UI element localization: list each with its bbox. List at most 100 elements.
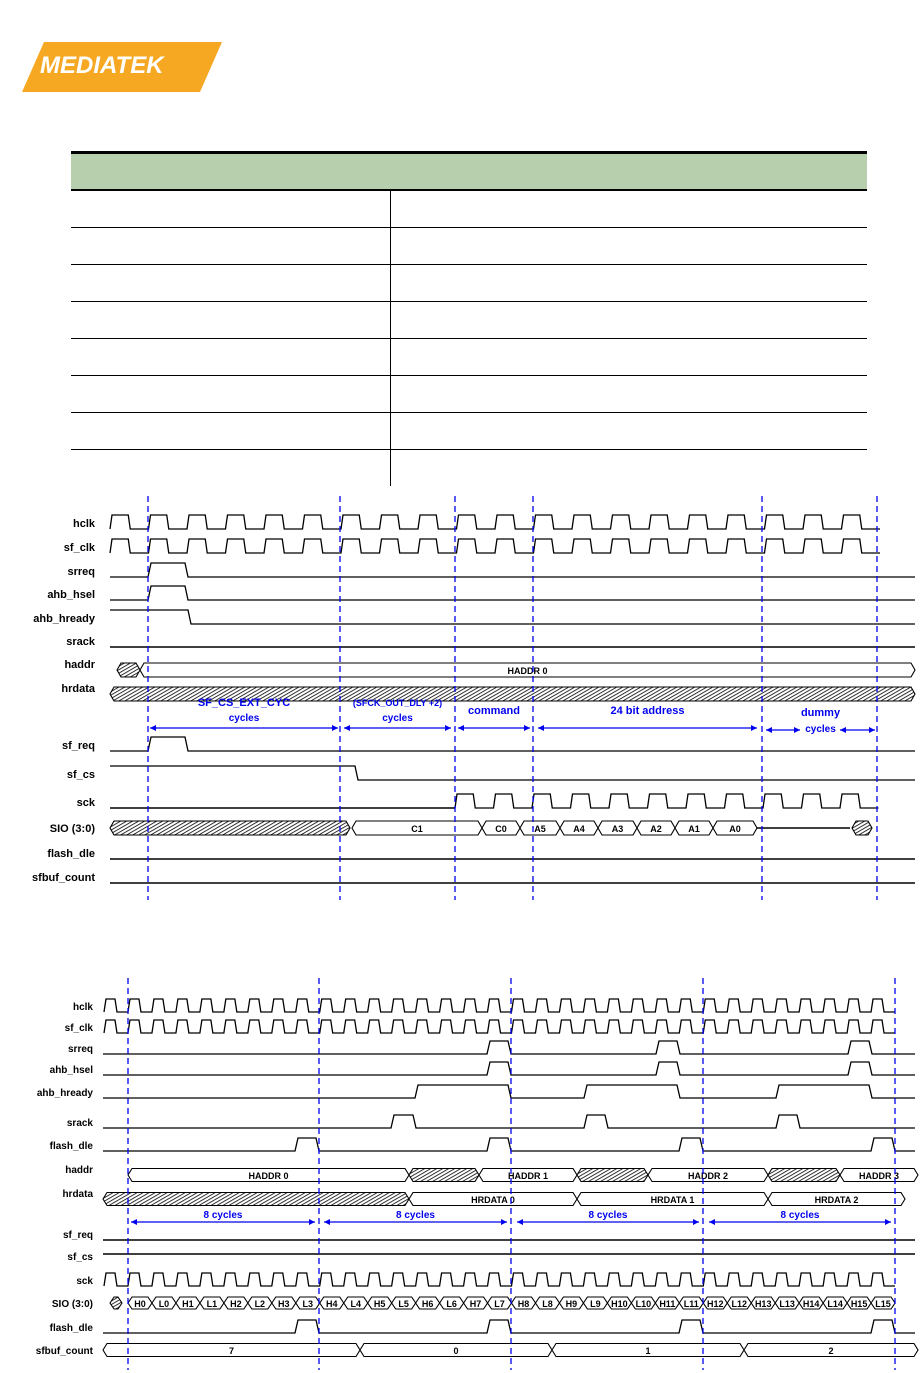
table-cell — [390, 190, 867, 228]
bus-value: HRDATA 2 — [815, 1195, 859, 1205]
sio-hatch — [851, 820, 873, 836]
arrow-head — [885, 1219, 891, 1225]
table-cell — [390, 338, 867, 376]
annotation-label: SF_CS_EXT_CYC — [198, 697, 290, 709]
arrow-head — [693, 1219, 699, 1225]
bus-value: H5 — [374, 1299, 386, 1309]
signal-name: srack — [66, 636, 96, 648]
signal-name: srack — [67, 1118, 94, 1129]
bus-value: 7 — [229, 1346, 234, 1356]
cycles-label: 8 cycles — [204, 1210, 243, 1221]
bus-value: HADDR 2 — [688, 1171, 728, 1181]
table-cell — [390, 301, 867, 339]
signal-name: sfbuf_count — [32, 872, 95, 884]
table-cell — [71, 264, 391, 302]
bus-value: L10 — [636, 1299, 652, 1309]
bus-value: 0 — [453, 1346, 458, 1356]
arrow-head — [538, 725, 544, 731]
table-cell — [71, 338, 391, 376]
signal-name: hrdata — [61, 683, 96, 695]
arrow-head — [309, 1219, 315, 1225]
bus-value: C0 — [495, 824, 507, 834]
table-header — [71, 151, 867, 191]
bus-value: L14 — [827, 1299, 843, 1309]
haddr-bus — [839, 1167, 919, 1183]
hrdata-hatch — [102, 1191, 410, 1207]
signal-name: flash_dle — [50, 1141, 94, 1152]
table-cell — [71, 412, 391, 450]
bus-value: H7 — [470, 1299, 482, 1309]
hclk-wave — [103, 998, 896, 1013]
bus-value: H12 — [707, 1299, 724, 1309]
table-row — [71, 412, 867, 450]
bus-value: H6 — [422, 1299, 434, 1309]
flash-dle-wave — [103, 1137, 915, 1152]
arrow-head — [324, 1219, 330, 1225]
bus-value: HRDATA 1 — [651, 1195, 695, 1205]
annotation-label: cycles — [229, 713, 260, 724]
arrow-head — [709, 1219, 715, 1225]
table-cell — [390, 375, 867, 413]
hclk-wave — [109, 514, 880, 530]
logo-text: MEDIATEK — [40, 52, 164, 79]
hrdata-bus — [767, 1191, 906, 1207]
arrow-head — [840, 727, 846, 733]
signal-name: SIO (3:0) — [50, 823, 96, 835]
bus-value: H4 — [326, 1299, 338, 1309]
arrow-head — [766, 727, 772, 733]
signal-name: flash_dle — [50, 1323, 94, 1334]
signal-name: haddr — [65, 1165, 93, 1176]
signal-name: ahb_hready — [37, 1088, 94, 1099]
arrow-head — [794, 727, 800, 733]
bus-value: H10 — [611, 1299, 628, 1309]
srack-wave — [103, 1114, 915, 1129]
bus-value: L12 — [731, 1299, 747, 1309]
haddr-hatch — [116, 662, 141, 678]
srreq-wave — [103, 1040, 915, 1055]
bus-value: L9 — [590, 1299, 601, 1309]
sfbuf-count-segment — [743, 1342, 919, 1358]
annotation-label: cycles — [382, 713, 413, 724]
sck-wave — [103, 1272, 896, 1287]
bus-value: H9 — [566, 1299, 578, 1309]
bus-segment — [767, 1167, 841, 1183]
signal-name: hrdata — [62, 1189, 93, 1200]
signal-name: sck — [76, 1276, 93, 1287]
bus-value: H0 — [134, 1299, 146, 1309]
signal-name: ahb_hready — [33, 613, 96, 625]
signal-name: srreq — [67, 566, 95, 578]
annotation-label: command — [468, 705, 520, 717]
arrow-head — [445, 725, 451, 731]
bus-value: H1 — [182, 1299, 194, 1309]
table-row — [71, 375, 867, 413]
table-row — [71, 301, 867, 339]
signal-name: srreq — [68, 1044, 93, 1055]
bus-value: L8 — [542, 1299, 553, 1309]
mediatek-logo — [22, 42, 222, 92]
ahb-hsel-wave — [110, 585, 915, 601]
haddr-bus — [139, 662, 916, 678]
bus-value: HRDATA 0 — [471, 1195, 515, 1205]
cycles-label: 8 cycles — [781, 1210, 820, 1221]
register-table — [71, 151, 867, 486]
arrow-head — [131, 1219, 137, 1225]
table-row — [71, 449, 867, 486]
bus-segment — [576, 1167, 649, 1183]
table-cell — [390, 264, 867, 302]
annotation-label: cycles — [805, 724, 836, 735]
hrdata-bus — [109, 686, 916, 702]
signal-name: sck — [77, 797, 96, 809]
bus-value: H3 — [278, 1299, 290, 1309]
bus-value: H2 — [230, 1299, 242, 1309]
table-cell — [71, 449, 391, 486]
bus-value: A2 — [650, 824, 662, 834]
srreq-wave — [110, 562, 915, 578]
arrow-head — [524, 725, 530, 731]
ahb-hsel-wave — [103, 1061, 915, 1076]
table-cell — [71, 375, 391, 413]
signal-name: sf_req — [62, 740, 95, 752]
signal-name: sf_req — [63, 1230, 93, 1241]
bus-value: L4 — [350, 1299, 361, 1309]
arrow-head — [501, 1219, 507, 1225]
